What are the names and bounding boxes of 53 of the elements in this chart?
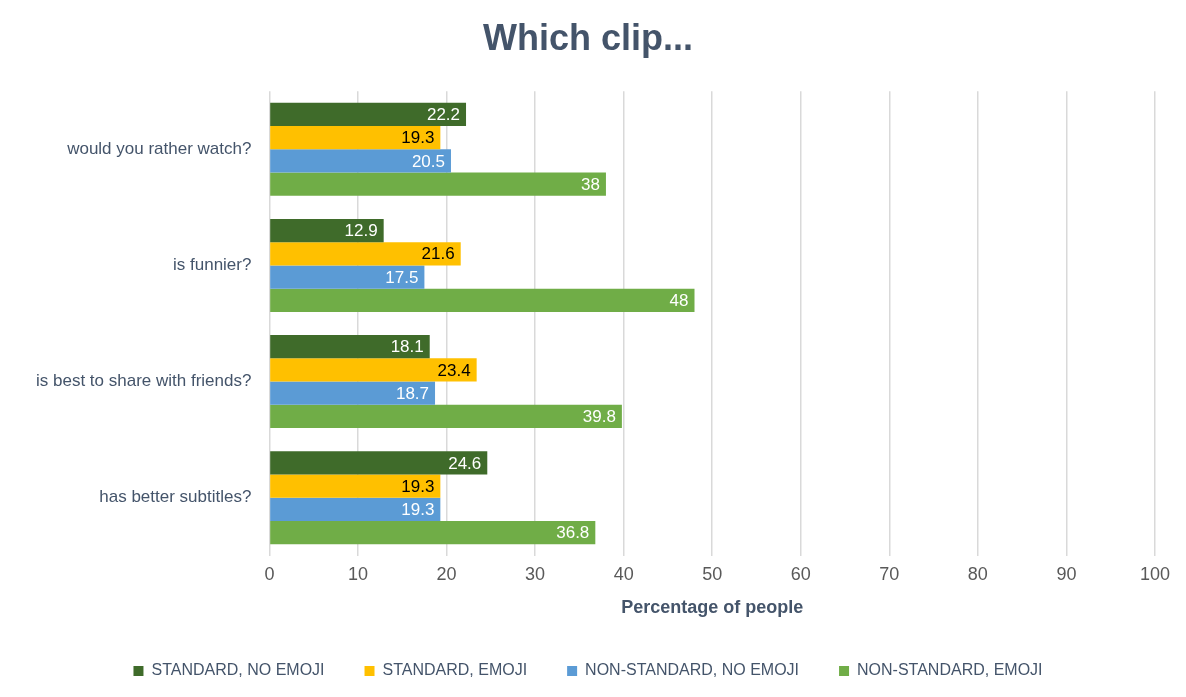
legend-label: STANDARD, NO EMOJI: [151, 661, 325, 679]
bar: [270, 497, 441, 521]
data-label: 18.1: [390, 337, 424, 357]
bar: [270, 381, 436, 405]
y-tick-label: would you rather watch?: [66, 138, 252, 158]
bar: [270, 218, 384, 243]
bar: [270, 451, 488, 475]
bar: [270, 149, 451, 173]
data-label: 19.3: [401, 128, 435, 148]
x-tick-label: 90: [1056, 563, 1077, 584]
data-label: 19.3: [401, 500, 435, 520]
bar: [270, 242, 461, 266]
bar: [270, 358, 477, 382]
x-tick-label: 100: [1139, 563, 1171, 584]
bar: [270, 288, 695, 312]
data-label: 12.9: [344, 221, 378, 241]
data-label: 22.2: [426, 105, 461, 125]
x-tick-label: 80: [967, 563, 988, 584]
x-tick-label: 30: [525, 563, 546, 584]
data-label: 23.4: [437, 360, 471, 380]
y-tick-label: has better subtitles?: [99, 487, 252, 507]
data-label: 20.5: [411, 151, 445, 171]
bar: [270, 172, 606, 196]
legend-label: NON-STANDARD, NO EMOJI: [585, 661, 800, 679]
bar: [270, 126, 441, 150]
x-tick-label: 10: [347, 563, 369, 584]
data-label: 39.8: [582, 407, 616, 427]
x-tick-label: 20: [436, 563, 457, 584]
bar: [270, 102, 467, 127]
y-tick-label: is best to share with friends?: [35, 371, 252, 391]
data-label: 18.7: [395, 383, 430, 403]
legend-label: STANDARD, EMOJI: [382, 661, 528, 679]
x-axis-title: Percentage of people: [621, 597, 804, 618]
y-tick-label: is funnier?: [173, 255, 252, 275]
x-tick-label: 60: [790, 563, 811, 584]
data-label: 19.3: [401, 476, 435, 496]
bar: [270, 265, 425, 289]
data-label: 48: [669, 290, 689, 310]
bar: [270, 474, 441, 498]
data-label: 36.8: [556, 523, 590, 543]
data-label: 17.5: [385, 267, 419, 287]
legend-label: NON-STANDARD, EMOJI: [857, 661, 1043, 679]
bar: [270, 520, 596, 545]
bar: [270, 335, 430, 359]
chart-title: Which clip...: [482, 16, 694, 58]
bar: [270, 404, 622, 429]
data-label: 24.6: [448, 453, 482, 473]
x-tick-label: 50: [702, 563, 723, 584]
x-tick-label: 0: [264, 563, 275, 584]
data-label: 38: [581, 174, 600, 194]
x-tick-label: 70: [879, 563, 900, 584]
x-tick-label: 40: [613, 563, 634, 584]
data-label: 21.6: [421, 244, 455, 264]
